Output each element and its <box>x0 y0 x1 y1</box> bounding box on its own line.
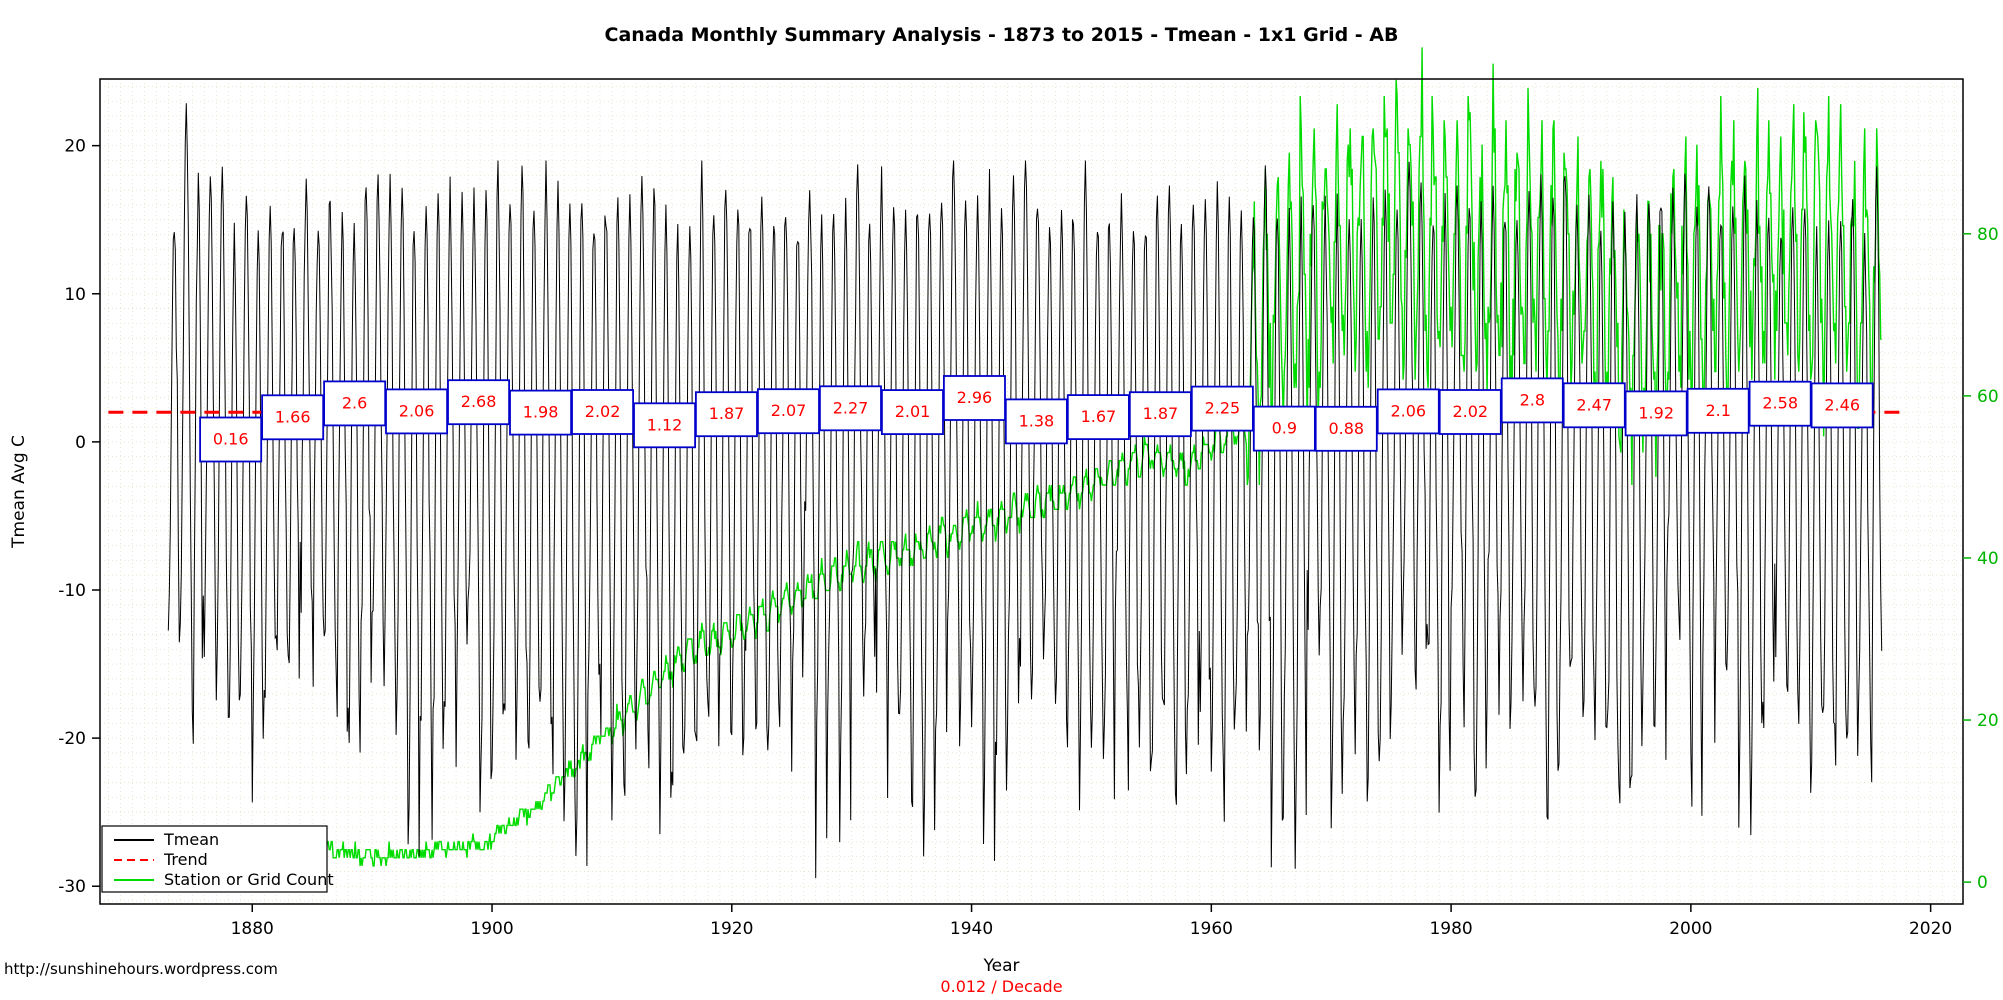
svg-text:1920: 1920 <box>710 919 753 939</box>
svg-text:2.01: 2.01 <box>895 402 931 421</box>
svg-text:1.38: 1.38 <box>1019 411 1055 430</box>
svg-text:Tmean Avg C: Tmean Avg C <box>9 435 29 549</box>
svg-text:2.46: 2.46 <box>1824 395 1860 414</box>
svg-text:2.58: 2.58 <box>1762 394 1798 413</box>
svg-text:2.6: 2.6 <box>342 393 367 412</box>
svg-text:-10: -10 <box>58 581 86 601</box>
svg-text:20: 20 <box>64 137 86 157</box>
svg-text:2.06: 2.06 <box>1390 401 1426 420</box>
svg-text:1.87: 1.87 <box>1143 404 1179 423</box>
svg-text:2.8: 2.8 <box>1520 390 1545 409</box>
svg-text:-30: -30 <box>58 877 86 897</box>
svg-text:0.9: 0.9 <box>1272 419 1297 438</box>
svg-text:2.27: 2.27 <box>833 398 869 417</box>
source-url: http://sunshinehours.wordpress.com <box>4 960 278 978</box>
svg-text:0.16: 0.16 <box>213 430 249 449</box>
svg-text:2.06: 2.06 <box>399 401 435 420</box>
svg-text:1.67: 1.67 <box>1081 407 1117 426</box>
svg-text:80: 80 <box>1977 225 1999 245</box>
svg-text:2.47: 2.47 <box>1576 395 1612 414</box>
svg-text:Trend: Trend <box>163 850 208 869</box>
svg-text:2.25: 2.25 <box>1205 399 1241 418</box>
svg-text:0.88: 0.88 <box>1328 419 1364 438</box>
svg-text:10: 10 <box>64 285 86 305</box>
svg-text:1.98: 1.98 <box>523 403 559 422</box>
svg-text:2000: 2000 <box>1669 919 1712 939</box>
svg-text:1.87: 1.87 <box>709 404 745 423</box>
svg-text:2.96: 2.96 <box>957 388 993 407</box>
svg-text:1940: 1940 <box>950 919 993 939</box>
svg-text:1900: 1900 <box>470 919 513 939</box>
svg-text:1960: 1960 <box>1190 919 1233 939</box>
svg-text:2.68: 2.68 <box>461 392 497 411</box>
svg-text:1980: 1980 <box>1429 919 1472 939</box>
x-axis-title: Year <box>983 956 1020 976</box>
svg-text:2.02: 2.02 <box>1452 402 1488 421</box>
svg-text:2.07: 2.07 <box>771 401 807 420</box>
svg-text:1.66: 1.66 <box>275 407 311 426</box>
svg-text:20: 20 <box>1977 711 1999 731</box>
svg-text:2.02: 2.02 <box>585 402 621 421</box>
svg-text:1880: 1880 <box>231 919 274 939</box>
svg-text:0: 0 <box>75 433 86 453</box>
svg-text:0: 0 <box>1977 873 1988 893</box>
svg-text:1.12: 1.12 <box>647 415 683 434</box>
svg-text:-20: -20 <box>58 729 86 749</box>
svg-text:60: 60 <box>1977 387 1999 407</box>
trend-rate-label: 0.012 / Decade <box>940 977 1063 996</box>
svg-text:2020: 2020 <box>1909 919 1952 939</box>
svg-text:2.1: 2.1 <box>1705 401 1730 420</box>
chart-title: Canada Monthly Summary Analysis - 1873 t… <box>604 24 1399 46</box>
svg-text:40: 40 <box>1977 549 1999 569</box>
svg-text:Tmean: Tmean <box>163 830 219 849</box>
svg-text:1.92: 1.92 <box>1638 403 1674 422</box>
svg-text:Station or Grid Count: Station or Grid Count <box>164 870 334 889</box>
